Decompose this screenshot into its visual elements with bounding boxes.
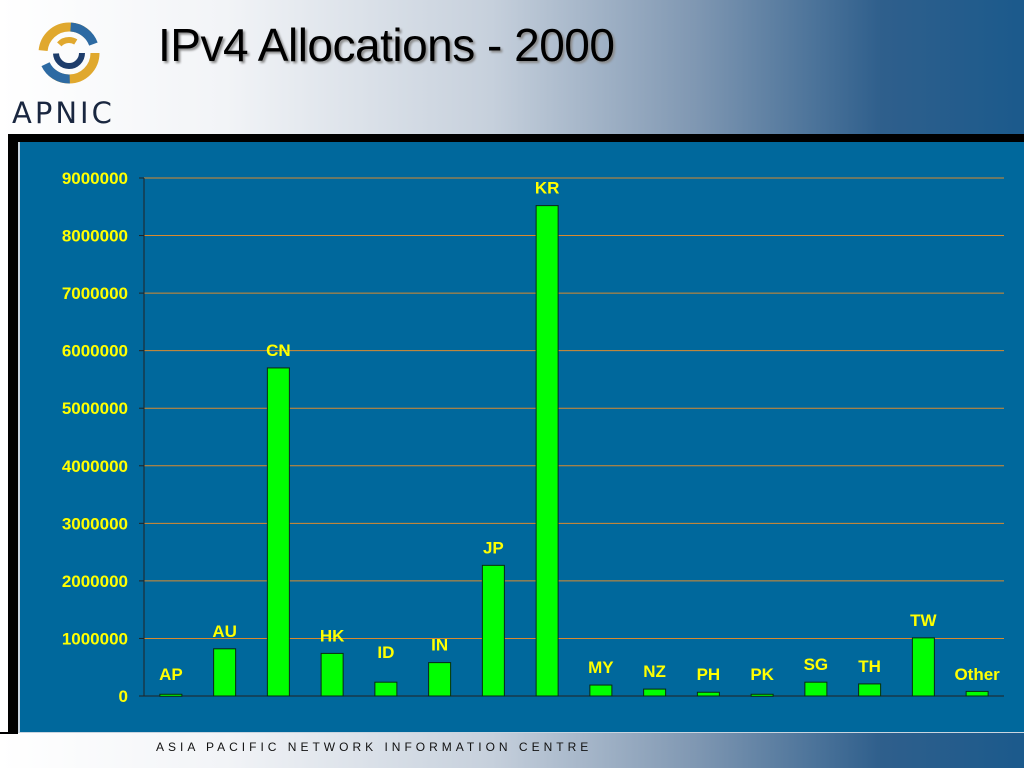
bar-in (428, 662, 452, 697)
bar-cn (266, 367, 290, 697)
bar-label-sg: SG (804, 655, 829, 674)
bar-label-hk: HK (320, 626, 345, 645)
bar-my (589, 684, 613, 697)
bar-pk (750, 693, 774, 697)
chart-panel: 0 1000000 2000000 3000000 4000000 5000000 6000… (18, 142, 1024, 733)
y-tick-label: 0 (119, 687, 128, 706)
y-tick-label: 9000000 (62, 169, 128, 188)
bar-th (858, 683, 882, 697)
bar-au (213, 648, 237, 697)
bar-other (965, 690, 989, 697)
bar-label-jp: JP (483, 538, 504, 557)
y-tick-label: 7000000 (62, 284, 128, 303)
bar-label-id: ID (377, 643, 394, 662)
apnic-swirl-icon (38, 22, 100, 84)
y-tick-label: 2000000 (62, 572, 128, 591)
bar-label-pk: PK (750, 665, 774, 684)
bar-label-th: TH (858, 657, 881, 676)
bar-id (374, 681, 398, 697)
logo-text: APNIC (12, 96, 115, 130)
bar-label-au: AU (212, 622, 237, 641)
y-tick-label: 5000000 (62, 399, 128, 418)
bar-label-ph: PH (697, 665, 721, 684)
frame-border-left (8, 134, 18, 734)
bar-label-tw: TW (910, 611, 937, 630)
bar-label-other: Other (954, 665, 1000, 684)
apnic-logo: APNIC (10, 12, 132, 130)
y-tick-label: 3000000 (62, 514, 128, 533)
footer-text: ASIA PACIFIC NETWORK INFORMATION CENTRE (156, 740, 593, 754)
bar-label-ap: AP (159, 665, 183, 684)
bar-ph (696, 691, 720, 697)
bar-chart: 0 1000000 2000000 3000000 4000000 5000000 6000… (62, 169, 1004, 706)
bar-ap (159, 693, 183, 697)
bar-label-cn: CN (266, 341, 291, 360)
y-tick-label: 1000000 (62, 629, 128, 648)
bar-kr (535, 205, 559, 697)
bar-sg (804, 681, 828, 697)
bar-label-in: IN (431, 636, 448, 655)
frame-border-top (8, 134, 1024, 142)
bar-label-my: MY (588, 658, 614, 677)
bar-hk (320, 652, 344, 697)
y-tick-label: 8000000 (62, 227, 128, 246)
y-tick-label: 4000000 (62, 457, 128, 476)
bar-nz (643, 688, 667, 697)
bar-label-nz: NZ (643, 662, 666, 681)
bar-jp (481, 564, 505, 697)
bar-tw (911, 637, 935, 697)
y-tick-label: 6000000 (62, 342, 128, 361)
bar-label-kr: KR (535, 179, 560, 198)
frame-border-corner (0, 732, 18, 734)
page-title: IPv4 Allocations - 2000 (158, 19, 615, 71)
